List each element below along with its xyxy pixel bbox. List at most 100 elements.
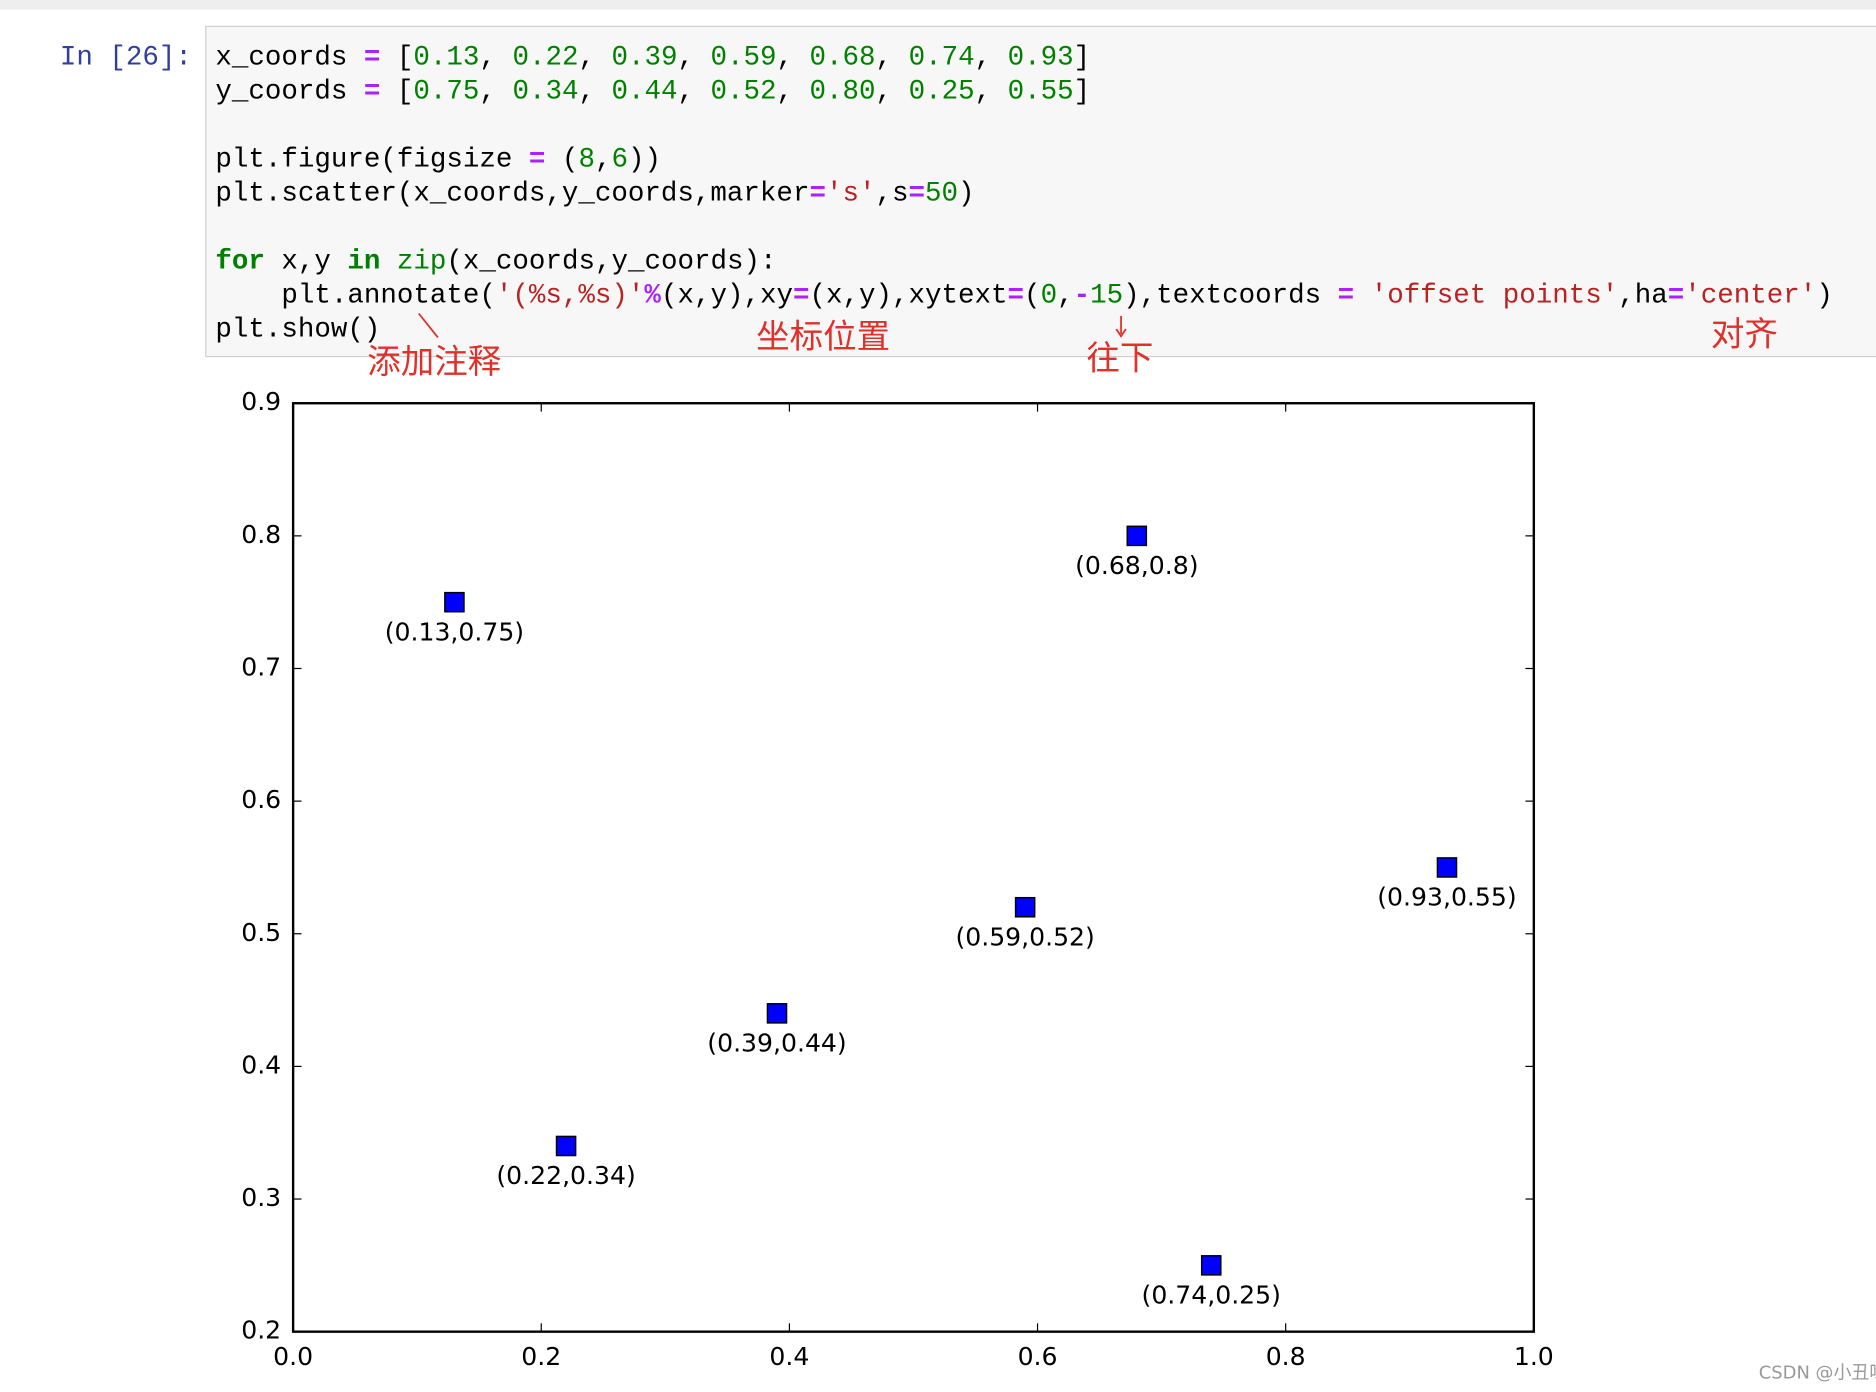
point-label: (0.13,0.75) (385, 617, 524, 646)
point (1200, 1255, 1222, 1276)
arrow-head (1115, 328, 1127, 338)
code-token: x_coords (215, 43, 364, 74)
point-label: (0.39,0.44) (707, 1028, 846, 1057)
code-token: , (479, 77, 512, 108)
code-token: 6 (611, 145, 628, 176)
code-token: , (876, 77, 909, 108)
code-token: ) (958, 179, 975, 210)
code-token: plt.annotate( (215, 281, 496, 312)
code-token: 50 (925, 179, 958, 210)
code-token: [ (380, 43, 413, 74)
code-token: (x,y),xytext (809, 281, 1007, 312)
arrow (418, 312, 439, 338)
code-token: , (578, 77, 611, 108)
code-token: = (1338, 281, 1355, 312)
y-tick-label: 0.3 (241, 1183, 281, 1212)
annotation-note: 坐标位置 (756, 317, 890, 356)
watermark: CSDN @小丑呀~ (1759, 1363, 1876, 1384)
code-token: 0.55 (1008, 77, 1074, 108)
code-token: 0.74 (909, 43, 975, 74)
code-token: 0.68 (810, 43, 876, 74)
point (444, 591, 465, 613)
code-token: = (1008, 281, 1025, 312)
code-token: 0 (1041, 281, 1058, 312)
code-token: 0.93 (1008, 43, 1074, 74)
code-token: ,s (875, 179, 908, 210)
plot-frame (291, 402, 1536, 1333)
code-token: plt.scatter(x_coords,y_coords,marker (215, 179, 809, 210)
code-line: plt.scatter(x_coords,y_coords,marker='s'… (215, 179, 974, 210)
x-tick-label: 0.6 (1018, 1342, 1058, 1371)
code-token: 0.25 (909, 77, 975, 108)
y-tick-label: 0.6 (241, 785, 281, 814)
code-token: , (876, 43, 909, 74)
point (555, 1135, 577, 1157)
point-label: (0.93,0.55) (1377, 883, 1516, 912)
code-token: , (777, 43, 810, 74)
code-token: = (529, 145, 546, 176)
x-tick-label: 0.4 (769, 1342, 809, 1371)
code-token: '(%s,%s)' (496, 281, 645, 312)
code-token: plt.figure(figsize (215, 145, 529, 176)
code-token: , (1057, 281, 1074, 312)
code-token: , (975, 77, 1008, 108)
code-token: )) (628, 145, 661, 176)
x-tick-label: 0.0 (273, 1342, 313, 1371)
code-token (1354, 281, 1371, 312)
code-token: = (809, 179, 826, 210)
code-token: , (595, 145, 612, 176)
code-token: [ (380, 77, 413, 108)
point-label: (0.59,0.52) (955, 922, 1094, 951)
code-line: plt.show() (215, 315, 380, 346)
code-token: ( (1024, 281, 1041, 312)
code-token: = (1668, 281, 1685, 312)
code-token: 'offset points' (1371, 281, 1619, 312)
code-token: ) (1816, 281, 1833, 312)
y-tick-label: 0.9 (241, 387, 281, 416)
y-tick-label: 0.2 (241, 1316, 281, 1345)
code-token: = (364, 43, 381, 74)
annotation-note: 添加注释 (367, 342, 501, 381)
point-label: (0.22,0.34) (496, 1161, 635, 1190)
point (766, 1003, 788, 1024)
point-label: (0.68,0.8) (1075, 551, 1198, 580)
code-token: (x,y),xy (661, 281, 793, 312)
cell-prompt: In [26]: (60, 43, 192, 74)
code-token: 8 (578, 145, 595, 176)
code-token: x,y (265, 247, 348, 278)
code-token: in (347, 247, 380, 278)
code-token: 0.52 (711, 77, 777, 108)
code-line: y_coords = [0.75, 0.34, 0.44, 0.52, 0.80… (215, 77, 1090, 108)
code-token: 'center' (1684, 281, 1816, 312)
x-tick-label: 1.0 (1514, 1342, 1554, 1371)
code-token: 0.22 (512, 43, 578, 74)
point (1014, 896, 1036, 918)
code-line: plt.figure(figsize = (8,6)) (215, 145, 661, 176)
y-tick-label: 0.4 (241, 1050, 281, 1079)
code-line: for x,y in zip(x_coords,y_coords): (215, 247, 776, 278)
code-token: 15 (1090, 281, 1123, 312)
code-token: = (909, 179, 926, 210)
code-token: 0.39 (611, 43, 677, 74)
code-token: (x_coords,y_coords): (446, 247, 776, 278)
code-token: ] (1074, 43, 1091, 74)
code-token: = (793, 281, 810, 312)
code-token: ( (545, 145, 578, 176)
point-label: (0.74,0.25) (1142, 1280, 1281, 1309)
x-tick-label: 0.8 (1266, 1342, 1306, 1371)
code-block: x_coords = [0.13, 0.22, 0.39, 0.59, 0.68… (215, 43, 1832, 346)
annotation-note: 对齐 (1711, 315, 1778, 354)
annotation-note: 往下 (1086, 339, 1153, 378)
code-token: 0.44 (611, 77, 677, 108)
code-cell[interactable] (205, 25, 1876, 358)
code-token: - (1074, 281, 1091, 312)
code-token (380, 247, 397, 278)
code-token: 's' (826, 179, 876, 210)
top-bar (0, 0, 1876, 10)
point (1436, 857, 1458, 878)
code-token: , (677, 43, 710, 74)
code-line: x_coords = [0.13, 0.22, 0.39, 0.59, 0.68… (215, 43, 1090, 74)
point (1126, 525, 1148, 547)
